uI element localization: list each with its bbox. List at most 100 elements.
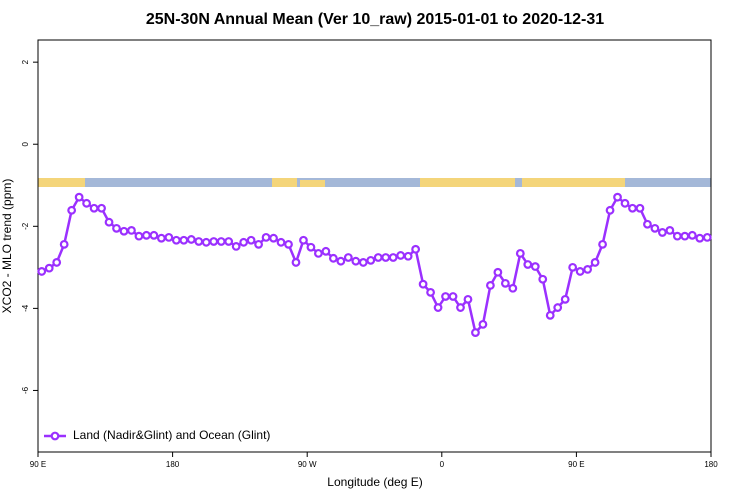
data-point	[620, 198, 630, 208]
data-point	[239, 237, 249, 247]
data-point	[538, 274, 548, 284]
data-point	[500, 278, 510, 288]
data-point	[328, 253, 338, 263]
data-point	[82, 198, 92, 208]
data-point	[523, 260, 533, 269]
data-point	[441, 292, 450, 301]
y-tick-label: 0	[21, 141, 30, 146]
data-point	[59, 239, 69, 249]
data-point	[97, 203, 106, 213]
data-point	[508, 283, 518, 293]
data-point	[575, 267, 585, 276]
data-point	[403, 251, 413, 261]
data-point	[628, 203, 637, 213]
data-point	[605, 205, 615, 215]
data-point	[545, 310, 555, 320]
data-point	[381, 253, 391, 262]
data-point	[291, 258, 301, 267]
data-point	[164, 232, 174, 242]
data-point	[373, 253, 383, 262]
data-point	[336, 256, 346, 266]
data-point	[426, 287, 435, 297]
data-point	[343, 253, 353, 262]
data-point	[44, 263, 54, 273]
data-point	[284, 239, 293, 249]
data-point	[254, 239, 263, 249]
data-point	[702, 232, 712, 242]
data-point	[134, 231, 144, 241]
series-line	[41, 195, 708, 336]
x-tick-label: 90 E	[30, 460, 46, 469]
data-point	[179, 235, 189, 245]
data-point	[486, 280, 495, 290]
x-tick-label: 180	[704, 460, 718, 469]
data-point	[583, 264, 593, 274]
data-point	[112, 223, 121, 233]
data-point	[104, 217, 114, 227]
y-tick-label: -4	[21, 304, 30, 312]
data-point	[156, 233, 166, 243]
legend-marker	[50, 431, 60, 441]
data-point	[119, 226, 129, 236]
data-point	[560, 294, 570, 304]
land-ocean-strip	[38, 178, 711, 187]
data-point	[650, 223, 660, 233]
data-point	[314, 248, 323, 258]
data-point	[448, 292, 458, 301]
data-point	[411, 244, 421, 254]
legend-label: Land (Nadir&Glint) and Ocean (Glint)	[73, 428, 270, 442]
data-point	[366, 255, 376, 265]
data-point	[672, 231, 682, 241]
x-tick-label: 90 W	[298, 460, 317, 469]
data-point	[276, 237, 286, 247]
data-point	[515, 248, 525, 258]
data-point	[269, 233, 278, 243]
data-point	[299, 235, 308, 245]
data-point	[396, 251, 406, 260]
data-point	[635, 203, 645, 213]
data-point	[418, 279, 428, 289]
data-point	[643, 219, 652, 229]
data-point	[261, 232, 271, 242]
data-point	[52, 258, 62, 267]
data-point	[231, 242, 241, 251]
data-point	[568, 262, 578, 272]
data-point	[171, 235, 181, 245]
data-point	[67, 205, 77, 215]
y-tick-label: 2	[21, 59, 30, 64]
data-point	[598, 239, 607, 249]
data-point	[695, 233, 705, 243]
x-tick-label: 180	[166, 460, 180, 469]
data-point	[471, 328, 480, 337]
data-point	[149, 230, 159, 240]
data-point	[186, 235, 196, 244]
data-point	[351, 256, 361, 266]
data-point	[89, 203, 99, 213]
data-point	[530, 262, 540, 271]
data-point	[388, 253, 398, 262]
data-point	[194, 237, 204, 246]
y-tick-label: -6	[21, 386, 30, 394]
data-point	[224, 237, 234, 246]
data-point	[127, 226, 136, 235]
data-point	[687, 230, 697, 240]
data-point	[209, 237, 219, 246]
x-tick-label: 0	[440, 460, 445, 469]
y-tick-label: -2	[21, 222, 30, 230]
data-point	[613, 192, 622, 202]
data-point	[553, 303, 563, 312]
data-point	[246, 235, 256, 245]
data-point	[463, 294, 473, 304]
data-point	[665, 226, 675, 235]
x-tick-label: 90 E	[568, 460, 584, 469]
data-point	[37, 267, 47, 276]
y-axis-label: XCO2 - MLO trend (ppm)	[0, 179, 14, 314]
data-point	[201, 237, 211, 247]
data-point	[216, 237, 226, 246]
x-axis-label: Longitude (deg E)	[327, 475, 422, 489]
data-point	[680, 231, 690, 241]
plot-frame	[37, 39, 712, 453]
data-point	[321, 246, 331, 256]
chart-title: 25N-30N Annual Mean (Ver 10_raw) 2015-01…	[146, 11, 604, 28]
